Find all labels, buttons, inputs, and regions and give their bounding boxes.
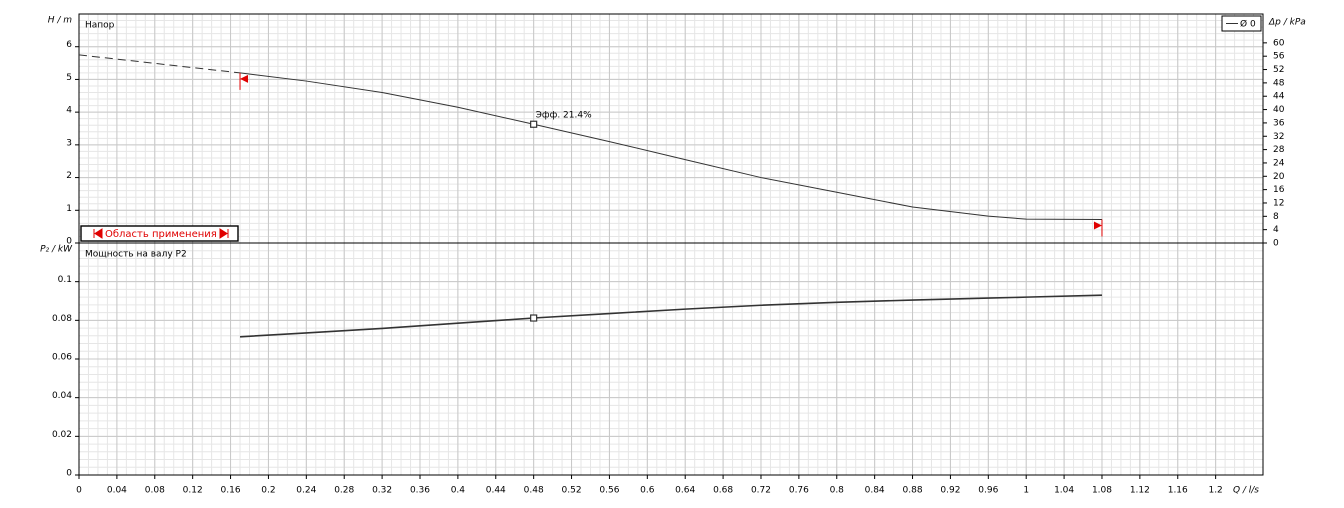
range-icon-right bbox=[219, 228, 229, 239]
y2-tick-label: 36 bbox=[1273, 118, 1285, 128]
point-label: Эфф. 21.4% bbox=[536, 111, 592, 121]
x-tick-label: 0.56 bbox=[599, 486, 619, 496]
y2-tick-label: 32 bbox=[1273, 132, 1284, 142]
y2-axis-label: Δp / kPa bbox=[1268, 18, 1306, 28]
legend-box bbox=[1221, 15, 1262, 32]
y-tick-label: 0.08 bbox=[52, 314, 72, 324]
chart-title: Напор bbox=[85, 21, 115, 31]
y2-tick-label: 0 bbox=[1273, 239, 1279, 249]
range-icon-left bbox=[93, 228, 103, 239]
y-tick-label: 6 bbox=[66, 40, 72, 50]
x-tick-label: 0.08 bbox=[145, 486, 165, 496]
x-tick-label: 0.52 bbox=[562, 486, 582, 496]
y2-tick-label: 40 bbox=[1273, 105, 1285, 115]
x-tick-label: 0.92 bbox=[940, 486, 960, 496]
y2-tick-label: 12 bbox=[1273, 198, 1284, 208]
y2-tick-label: 44 bbox=[1273, 92, 1285, 102]
x-tick-label: 0.96 bbox=[978, 486, 998, 496]
range-start-arrow bbox=[240, 74, 249, 83]
x-tick-label: 0.8 bbox=[830, 486, 845, 496]
y2-tick-label: 48 bbox=[1273, 78, 1285, 88]
y2-tick-label: 28 bbox=[1273, 145, 1285, 155]
x-tick-label: 0.76 bbox=[789, 486, 809, 496]
legend-label: Ø 0 bbox=[1240, 19, 1256, 30]
y-tick-label: 0.02 bbox=[52, 430, 72, 440]
y2-tick-label: 20 bbox=[1273, 172, 1285, 182]
x-tick-label: 0.48 bbox=[524, 486, 544, 496]
y-axis-label: H / m bbox=[48, 16, 73, 26]
y2-tick-label: 4 bbox=[1273, 225, 1279, 235]
x-tick-label: 0.4 bbox=[451, 486, 466, 496]
y2-tick-label: 8 bbox=[1273, 212, 1279, 222]
x-tick-label: 1 bbox=[1023, 486, 1029, 496]
x-tick-label: 0.04 bbox=[107, 486, 127, 496]
y-tick-label: 2 bbox=[66, 171, 72, 181]
y2-tick-label: 56 bbox=[1273, 52, 1285, 62]
y-tick-label: 0.1 bbox=[58, 275, 72, 285]
x-tick-label: 0.16 bbox=[221, 486, 241, 496]
x-tick-label: 0 bbox=[76, 486, 82, 496]
y-tick-label: 1 bbox=[66, 204, 72, 214]
y-tick-label: 0 bbox=[66, 469, 72, 479]
y-axis-label: P₂ / kW bbox=[40, 245, 73, 255]
y2-tick-label: 60 bbox=[1273, 38, 1285, 48]
y-tick-label: 0.06 bbox=[52, 353, 72, 363]
operating-point bbox=[530, 120, 538, 128]
range-box bbox=[80, 225, 239, 242]
y-tick-label: 0.04 bbox=[52, 391, 72, 401]
y-tick-label: 4 bbox=[66, 106, 72, 116]
x-tick-label: 0.28 bbox=[334, 486, 354, 496]
x-tick-label: 0.24 bbox=[296, 486, 316, 496]
range-label: Область применения bbox=[105, 229, 217, 240]
y2-tick-label: 52 bbox=[1273, 65, 1284, 75]
x-tick-label: 0.84 bbox=[865, 486, 885, 496]
x-tick-label: 0.68 bbox=[713, 486, 733, 496]
x-tick-label: 0.36 bbox=[410, 486, 430, 496]
y-tick-label: 5 bbox=[66, 73, 72, 83]
x-tick-label: 1.16 bbox=[1168, 486, 1188, 496]
x-tick-label: 0.88 bbox=[903, 486, 923, 496]
y2-tick-label: 24 bbox=[1273, 158, 1285, 168]
plot-frame bbox=[78, 13, 1264, 244]
x-tick-label: 1.12 bbox=[1130, 486, 1150, 496]
range-end-arrow bbox=[1093, 221, 1102, 230]
chart-title: Мощность на валу P2 bbox=[85, 250, 187, 260]
x-tick-label: 0.6 bbox=[640, 486, 655, 496]
x-tick-label: 0.2 bbox=[261, 486, 275, 496]
x-tick-label: 1.04 bbox=[1054, 486, 1074, 496]
x-tick-label: 0.64 bbox=[675, 486, 695, 496]
y-tick-label: 3 bbox=[66, 138, 72, 148]
x-tick-label: 0.12 bbox=[183, 486, 203, 496]
x-tick-label: 0.72 bbox=[751, 486, 771, 496]
y-tick-label: 0 bbox=[66, 237, 72, 247]
x-tick-label: 1.08 bbox=[1092, 486, 1112, 496]
x-tick-label: 0.44 bbox=[486, 486, 506, 496]
x-axis-label: Q / l/s bbox=[1233, 486, 1259, 496]
x-tick-label: 1.2 bbox=[1208, 486, 1222, 496]
x-tick-label: 0.32 bbox=[372, 486, 392, 496]
operating-point bbox=[530, 314, 538, 322]
line-series bbox=[78, 54, 1102, 220]
line-series bbox=[239, 294, 1103, 338]
plot-frame bbox=[78, 242, 1264, 476]
y2-tick-label: 16 bbox=[1273, 185, 1285, 195]
